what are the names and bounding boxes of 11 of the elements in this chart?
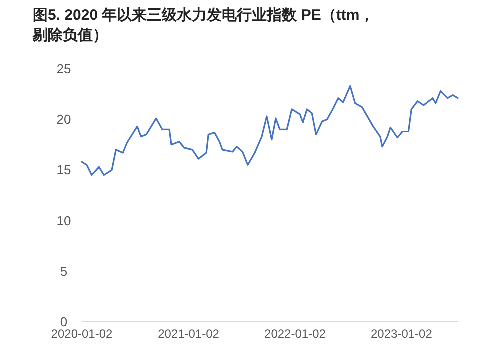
x-tick-label: 2021-01-02: [158, 327, 220, 341]
x-tick-label: 2020-01-02: [51, 327, 114, 341]
y-tick-label: 0: [60, 314, 68, 330]
y-tick-label: 15: [56, 162, 72, 178]
title: 图5. 2020 年以来三级水力发电行业指数 PE（ttm，剔除负值）: [33, 7, 375, 44]
y-tick-label: 20: [56, 112, 72, 128]
y-tick-label: 25: [56, 62, 72, 76]
y-tick-label: 5: [60, 264, 68, 279]
y-tick-label: 10: [56, 213, 72, 228]
x-tick-label: 2023-01-02: [371, 327, 433, 341]
x-tick-label: 2022-01-02: [264, 327, 326, 341]
